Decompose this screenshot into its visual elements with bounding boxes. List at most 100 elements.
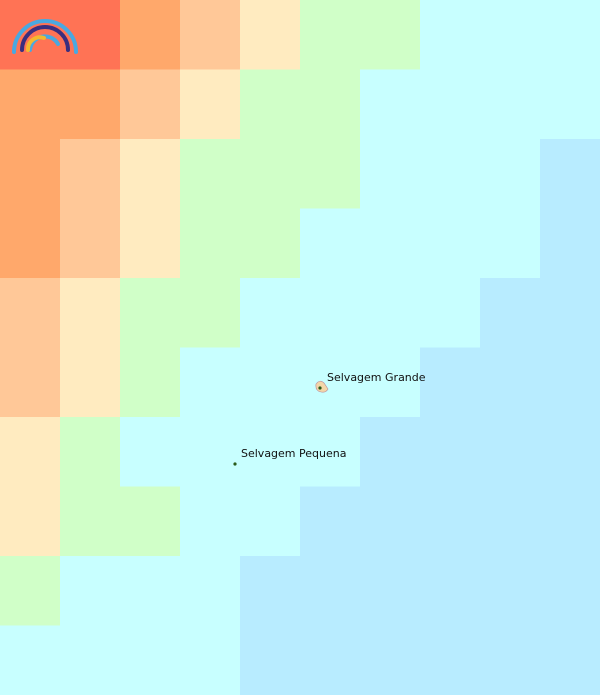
grid-cell — [240, 625, 300, 695]
place-label: Selvagem Pequena — [241, 447, 346, 460]
grid-cell — [360, 278, 420, 348]
grid-cell — [420, 139, 480, 209]
grid-cell — [0, 139, 60, 209]
grid-cell — [240, 486, 300, 557]
grid-cell — [0, 417, 60, 487]
grid-cell — [300, 625, 360, 695]
grid-cell — [360, 417, 420, 487]
grid-cell — [540, 208, 600, 279]
grid-cell — [240, 347, 300, 418]
grid-cell — [540, 556, 600, 626]
grid-cell — [60, 347, 120, 418]
grid-cell — [420, 486, 480, 557]
grid-cell — [120, 278, 180, 348]
island-marker — [318, 386, 322, 390]
island-marker — [233, 462, 237, 466]
grid-cell — [0, 486, 60, 557]
grid-cell — [540, 139, 600, 209]
grid-cell — [180, 347, 240, 418]
grid-cell — [60, 69, 120, 140]
grid-cell — [360, 139, 420, 209]
grid-cell — [300, 69, 360, 140]
grid-cell — [480, 278, 540, 348]
grid-cell — [0, 278, 60, 348]
grid-cell — [480, 486, 540, 557]
grid-cell — [480, 139, 540, 209]
grid-cell — [120, 417, 180, 487]
grid-cell — [60, 417, 120, 487]
grid-cell — [180, 556, 240, 626]
grid-cell — [300, 486, 360, 557]
logo-arc — [20, 25, 70, 52]
place-label: Selvagem Grande — [327, 371, 426, 384]
grid-cell — [120, 486, 180, 557]
grid-cell — [480, 208, 540, 279]
grid-cell — [60, 139, 120, 209]
grid-cell — [540, 69, 600, 140]
island — [315, 380, 329, 393]
grid-cell — [240, 69, 300, 140]
grid-cell — [360, 69, 420, 140]
grid-cell — [360, 347, 420, 418]
grid-cell — [0, 625, 60, 695]
grid-cell — [420, 69, 480, 140]
grid-cell — [180, 69, 240, 140]
grid-cell — [480, 556, 540, 626]
grid-cell — [120, 139, 180, 209]
grid-cell — [120, 556, 180, 626]
grid-cell — [120, 625, 180, 695]
grid-cell — [540, 417, 600, 487]
grid-cell — [120, 69, 180, 140]
grid-cell — [540, 278, 600, 348]
grid-cell — [0, 556, 60, 626]
grid-cell — [240, 0, 300, 70]
grid-cell — [540, 486, 600, 557]
grid-cell — [540, 625, 600, 695]
grid-cell — [60, 486, 120, 557]
grid-cell — [60, 278, 120, 348]
grid-cell — [300, 278, 360, 348]
grid-cell — [300, 139, 360, 209]
grid-cell — [360, 208, 420, 279]
grid-cell — [180, 417, 240, 487]
grid-cell — [300, 347, 360, 418]
grid-cell — [240, 139, 300, 209]
grid-cell — [240, 417, 300, 487]
grid-cell — [0, 208, 60, 279]
grid-cell — [540, 347, 600, 418]
grid-cell — [0, 347, 60, 418]
grid-cell — [0, 69, 60, 140]
grid-cell — [420, 556, 480, 626]
grid-cell — [60, 208, 120, 279]
grid-cell — [360, 556, 420, 626]
grid-cell — [180, 486, 240, 557]
grid-cell — [480, 69, 540, 140]
grid-cell — [180, 625, 240, 695]
grid-cell — [60, 556, 120, 626]
grid-cell — [180, 278, 240, 348]
grid-cell — [480, 347, 540, 418]
grid-cell — [480, 417, 540, 487]
grid-cell — [180, 208, 240, 279]
grid-cell — [300, 208, 360, 279]
grid-cell — [180, 139, 240, 209]
grid-cell — [480, 625, 540, 695]
grid-cell — [420, 417, 480, 487]
grid-cell — [420, 208, 480, 279]
grid-cell — [300, 417, 360, 487]
grid-cell — [420, 0, 480, 70]
grid-cell — [420, 625, 480, 695]
grid-cell — [240, 278, 300, 348]
grid-cell — [120, 347, 180, 418]
grid-cell — [300, 556, 360, 626]
logo-arc — [12, 19, 78, 54]
grid-cell — [240, 556, 300, 626]
grid-cell — [120, 208, 180, 279]
grid-cell — [420, 347, 480, 418]
grid-cell — [240, 208, 300, 279]
grid-cell — [540, 0, 600, 70]
grid-cell — [360, 486, 420, 557]
